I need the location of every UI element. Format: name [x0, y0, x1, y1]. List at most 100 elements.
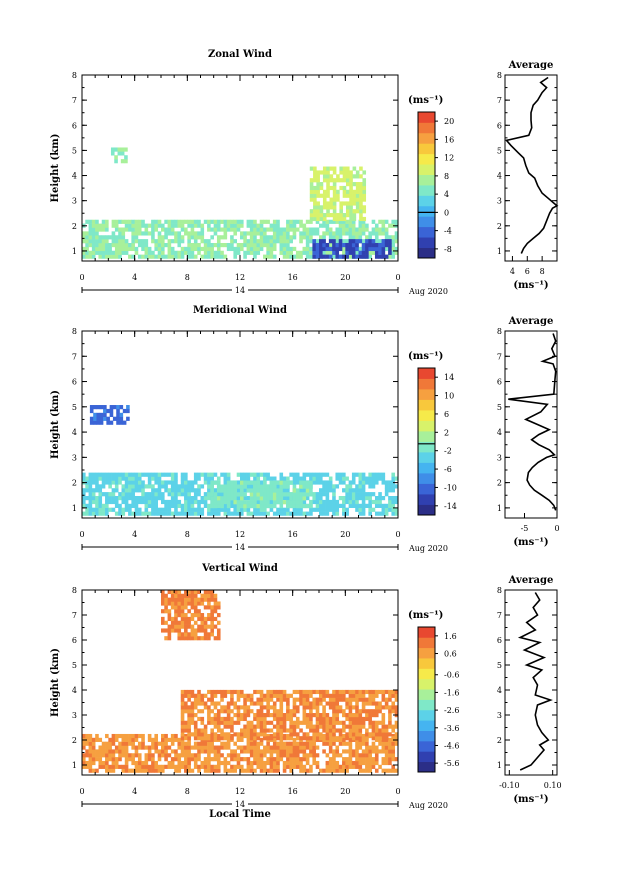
heatmap-cell [164, 636, 168, 641]
heatmap-cell [197, 616, 201, 622]
heatmap-cell [114, 472, 119, 477]
heatmap-cell [109, 420, 114, 425]
heatmap-cell [213, 732, 218, 737]
heatmap-cell [137, 764, 142, 769]
heatmap-cell [332, 768, 336, 773]
heatmap-cell [384, 736, 389, 741]
heatmap-cell [164, 757, 168, 762]
heatmap-cell [243, 701, 247, 706]
heatmap-cell [124, 159, 128, 164]
heatmap-cell [190, 231, 195, 236]
heatmap-cell [144, 472, 149, 477]
heatmap-cell [309, 185, 314, 191]
heatmap-cell [108, 476, 112, 481]
colorbar-swatch [418, 420, 435, 432]
heatmap-cell [384, 219, 389, 224]
heatmap-cell [322, 492, 326, 497]
heatmap-cell [216, 628, 221, 633]
heatmap-cell [216, 720, 221, 725]
heatmap-cell [210, 488, 214, 493]
heatmap-cell [295, 254, 300, 259]
heatmap-cell [305, 716, 310, 722]
heatmap-cell [315, 242, 320, 248]
heatmap-cell [345, 495, 349, 501]
heatmap-cell [101, 753, 106, 758]
heatmap-cell [305, 689, 310, 695]
heatmap-cell [216, 636, 221, 641]
heatmap-cell [371, 476, 376, 481]
heatmap-cell [302, 250, 307, 255]
heatmap-cell [213, 757, 218, 762]
heatmap-cell [141, 484, 145, 489]
heatmap-cell [253, 736, 257, 741]
heatmap-cell [118, 733, 122, 739]
heatmap-cell [230, 499, 234, 505]
heatmap-cell [99, 405, 104, 410]
x-tick-label: 0 [79, 273, 84, 282]
heatmap-cell [269, 764, 274, 769]
heatmap-cell [256, 223, 261, 228]
heatmap-cell [286, 749, 290, 754]
heatmap-cell [263, 235, 267, 240]
heatmap-cell [338, 223, 343, 228]
heatmap-cell [339, 213, 343, 218]
heatmap-cell [193, 242, 198, 248]
heatmap-cell [134, 250, 139, 255]
heatmap-cell [193, 609, 198, 614]
heatmap-cell [361, 472, 366, 477]
heatmap-cell [193, 601, 198, 606]
heatmap-cell [316, 178, 320, 183]
heatmap-cell [223, 476, 228, 481]
heatmap-cell [309, 488, 313, 493]
heatmap-cell [305, 705, 310, 710]
heatmap-cell [230, 488, 234, 493]
heatmap-cell [263, 749, 267, 754]
heatmap-cell [388, 250, 392, 255]
heatmap-cell [177, 636, 182, 641]
heatmap-cell [335, 713, 340, 718]
heatmap-cell [319, 768, 323, 773]
heatmap-cell [98, 472, 103, 477]
heatmap-cell [223, 764, 228, 769]
heatmap-cell [207, 741, 211, 746]
heatmap-cell [184, 605, 188, 610]
heatmap-cell [180, 716, 185, 722]
heatmap-cell [226, 732, 231, 737]
heatmap-cell [118, 741, 122, 746]
heatmap-cell [131, 227, 135, 232]
heatmap-cell [305, 219, 310, 224]
profile-x-tick-label: 0.10 [544, 781, 562, 790]
heatmap-cell [332, 170, 337, 175]
heatmap-cell [312, 227, 317, 232]
heatmap-cell [223, 503, 228, 508]
heatmap-cell [361, 741, 366, 746]
heatmap-cell [381, 720, 386, 725]
heatmap-cell [325, 689, 330, 695]
heatmap-cell [233, 488, 238, 493]
heatmap-cell [295, 753, 300, 758]
heatmap-cell [154, 768, 159, 773]
heatmap-cell [236, 745, 241, 750]
heatmap-cell [309, 724, 313, 729]
heatmap-cell [200, 239, 205, 244]
heatmap-cell [305, 697, 310, 702]
heatmap-cell [319, 503, 323, 508]
heatmap-cell [157, 231, 162, 236]
heatmap-cell [336, 174, 340, 179]
heatmap-cell [187, 764, 191, 769]
heatmap-cell [335, 507, 340, 512]
heatmap-cell [121, 242, 126, 248]
colorbar-swatch [418, 216, 435, 228]
heatmap-cell [85, 737, 89, 742]
heatmap-cell [243, 488, 247, 493]
heatmap-cell [279, 503, 284, 509]
heatmap-cell [269, 728, 274, 733]
x-tick-label: 12 [235, 787, 245, 796]
heatmap-cell [193, 713, 198, 718]
heatmap-cell [213, 223, 218, 228]
heatmap-cell [279, 732, 284, 737]
heatmap-cell [253, 476, 257, 481]
x-tick-label: 8 [185, 787, 190, 796]
heatmap-cell [170, 737, 175, 742]
